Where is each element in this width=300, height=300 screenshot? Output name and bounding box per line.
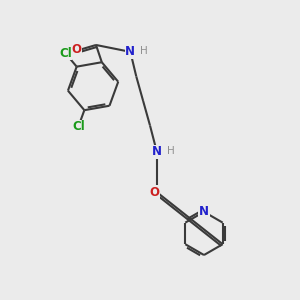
Text: O: O: [149, 186, 159, 199]
Text: O: O: [71, 44, 81, 56]
Text: Cl: Cl: [59, 46, 72, 60]
Text: H: H: [167, 146, 174, 156]
Text: N: N: [152, 146, 162, 158]
Text: H: H: [140, 46, 148, 56]
Text: N: N: [125, 45, 135, 58]
Text: Cl: Cl: [72, 120, 85, 133]
Text: N: N: [199, 205, 209, 218]
